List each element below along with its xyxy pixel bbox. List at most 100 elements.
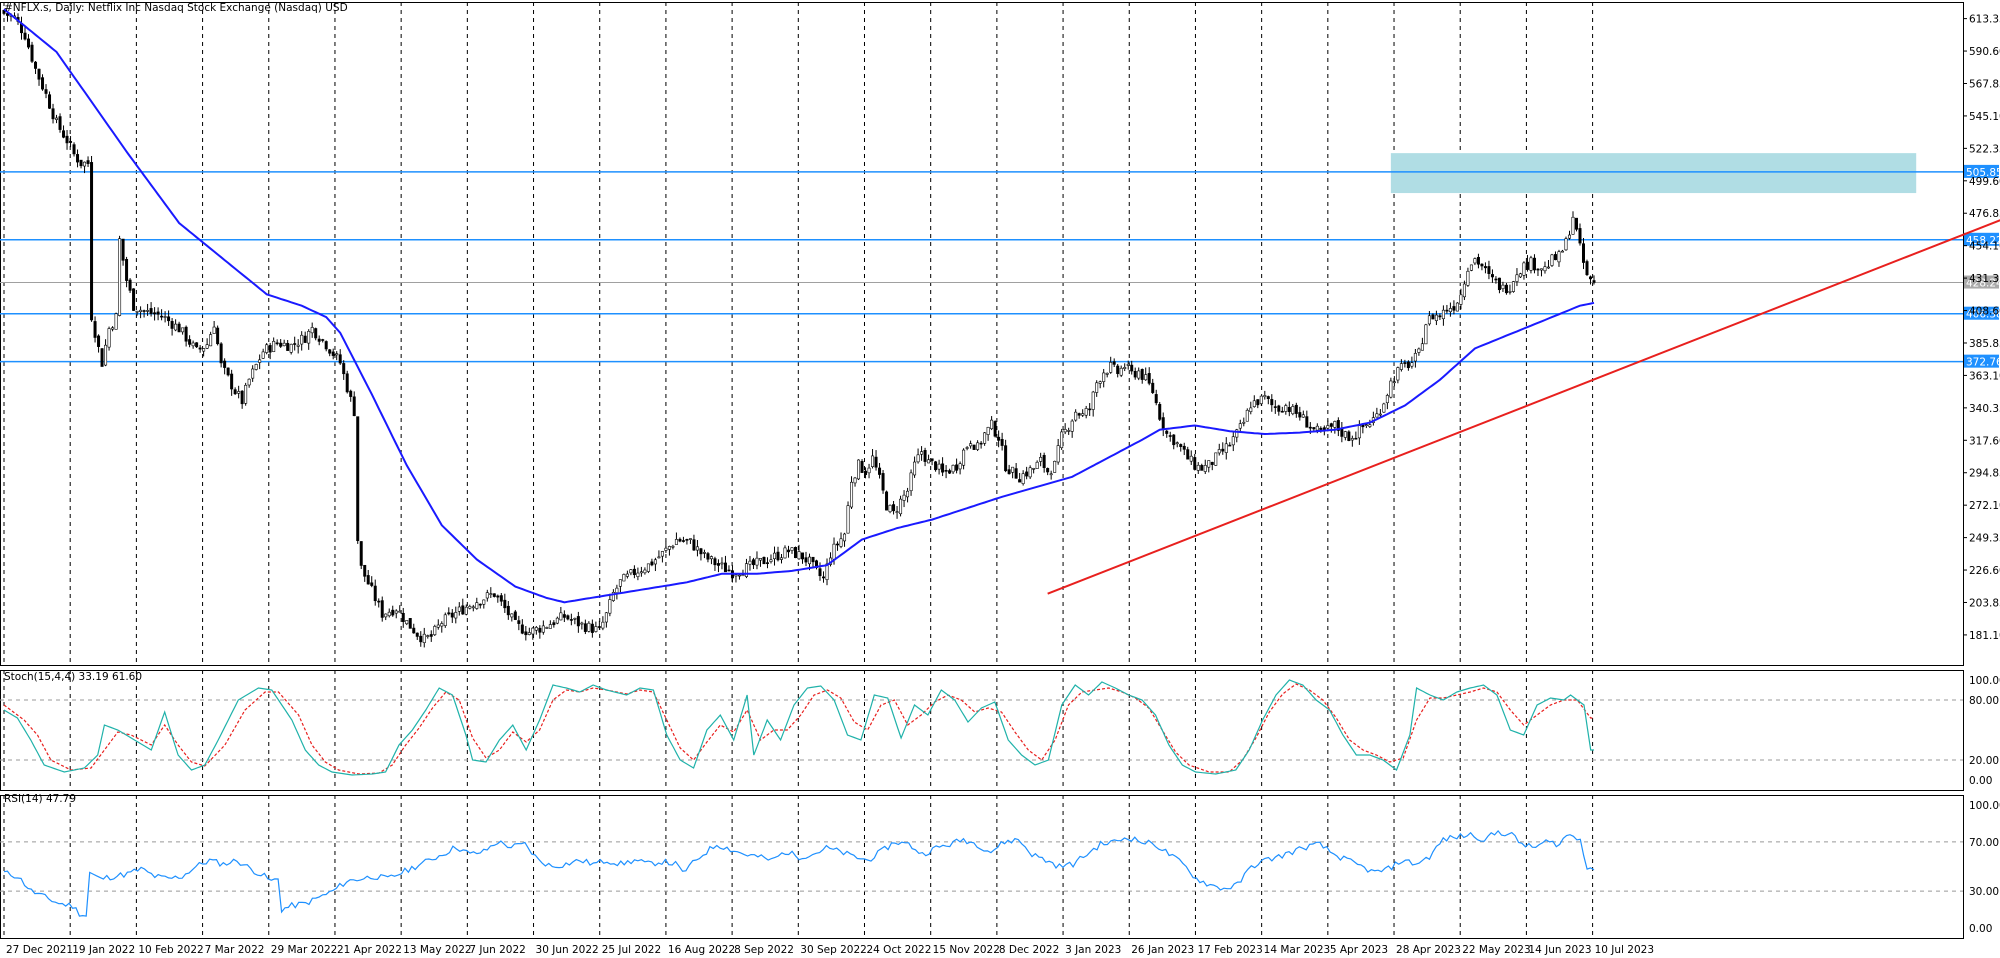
candle-body bbox=[720, 562, 724, 565]
stoch-tick-label: 0.00 bbox=[1969, 775, 1992, 787]
candle-body bbox=[436, 624, 440, 628]
rsi-tick-label: 0.00 bbox=[1969, 923, 1992, 935]
candle-body bbox=[864, 470, 868, 475]
candle-body bbox=[1105, 372, 1109, 375]
candle-body bbox=[1490, 274, 1494, 278]
candle-body bbox=[135, 310, 139, 313]
candle-body bbox=[181, 327, 185, 333]
candle-body bbox=[1368, 424, 1372, 427]
candle-body bbox=[79, 159, 83, 167]
candle-body bbox=[419, 635, 423, 643]
candle-body bbox=[937, 463, 941, 470]
candle-body bbox=[415, 632, 419, 637]
candle-body bbox=[1266, 396, 1270, 400]
candle-body bbox=[681, 540, 685, 542]
candle-body bbox=[836, 543, 840, 546]
x-tick-label: 22 May 2023 bbox=[1462, 944, 1530, 956]
level-tag-label: 505.85 bbox=[1966, 167, 2000, 179]
candle-body bbox=[1032, 468, 1036, 470]
candle-body bbox=[1263, 395, 1267, 398]
level-tag-label: 458.22 bbox=[1966, 235, 2000, 247]
candle-body bbox=[1221, 448, 1225, 452]
candle-body bbox=[811, 556, 815, 563]
candle-body bbox=[338, 354, 342, 364]
candle-body bbox=[517, 620, 521, 624]
candle-body bbox=[1452, 306, 1456, 311]
candle-body bbox=[646, 563, 650, 572]
candle-body bbox=[1347, 431, 1351, 441]
resistance-zone[interactable] bbox=[1390, 153, 1917, 194]
x-tick-label: 29 Mar 2022 bbox=[271, 944, 338, 956]
stochastic-panel bbox=[0, 679, 1963, 776]
candle-body bbox=[1382, 403, 1386, 413]
stoch-signal-line bbox=[3, 683, 1594, 775]
candle-body bbox=[1553, 254, 1557, 261]
y-tick-label: 431.35 bbox=[1969, 273, 2000, 285]
candle-body bbox=[822, 576, 826, 579]
level-tag-label: 372.76 bbox=[1966, 357, 2000, 369]
candle-body bbox=[90, 162, 94, 321]
stoch-tick-label: 80.00 bbox=[1969, 695, 1999, 707]
candle-body bbox=[1326, 425, 1330, 429]
level-tag bbox=[1964, 354, 1999, 368]
candle-body bbox=[892, 504, 896, 512]
candle-body bbox=[69, 141, 73, 143]
candle-body bbox=[216, 327, 220, 345]
candle-body bbox=[1431, 314, 1435, 320]
candle-body bbox=[1564, 238, 1568, 251]
candle-body bbox=[1238, 423, 1242, 429]
candle-body bbox=[839, 538, 843, 547]
candle-body bbox=[261, 351, 265, 359]
candle-body bbox=[902, 494, 906, 501]
candle-body bbox=[394, 610, 398, 614]
candle-body bbox=[776, 551, 780, 561]
candle-body bbox=[1217, 449, 1221, 454]
candle-body bbox=[1242, 421, 1246, 424]
candle-body bbox=[1144, 374, 1148, 381]
candle-body bbox=[34, 61, 38, 69]
candle-body bbox=[433, 626, 437, 636]
y-tick-label: 590.60 bbox=[1969, 46, 2000, 58]
candle-body bbox=[1455, 302, 1459, 312]
candle-body bbox=[1445, 309, 1449, 312]
candle-body bbox=[769, 559, 773, 562]
candle-body bbox=[934, 461, 938, 471]
trendline-line[interactable] bbox=[1047, 219, 2000, 595]
candle-body bbox=[118, 238, 122, 316]
candle-body bbox=[797, 551, 801, 560]
candle-body bbox=[923, 450, 927, 462]
candle-body bbox=[692, 539, 696, 551]
horizontal-levels[interactable]: 505.85 458.22 406.38 372.76 428.24 bbox=[0, 164, 2000, 369]
candle-body bbox=[1557, 251, 1561, 263]
candle-body bbox=[1441, 309, 1445, 320]
trendline[interactable] bbox=[1047, 219, 2000, 595]
candle-body bbox=[1357, 425, 1361, 439]
candle-body bbox=[906, 490, 910, 498]
candle-body bbox=[65, 135, 69, 144]
candle-body bbox=[1501, 284, 1505, 290]
price-axis[interactable]: 613.35 590.60 567.85 545.10 522.35 499.60 476.… bbox=[1963, 14, 2000, 935]
candle-body bbox=[450, 612, 454, 618]
candle-body bbox=[1413, 353, 1417, 362]
candle-body bbox=[660, 551, 664, 557]
candle-body bbox=[573, 617, 577, 620]
candle-body bbox=[916, 454, 920, 463]
candle-body bbox=[808, 556, 812, 565]
candle-body bbox=[1252, 400, 1256, 407]
candle-body bbox=[1473, 258, 1477, 264]
candle-body bbox=[727, 569, 731, 572]
candle-body bbox=[223, 360, 227, 368]
candle-body bbox=[569, 619, 573, 621]
candle-body bbox=[128, 279, 132, 291]
candle-body bbox=[1522, 262, 1526, 276]
candle-body bbox=[1571, 216, 1575, 235]
candle-body bbox=[240, 390, 244, 405]
candle-body bbox=[874, 456, 878, 468]
candle-body bbox=[398, 610, 402, 613]
candle-body bbox=[699, 548, 703, 555]
zone-rect[interactable] bbox=[1390, 153, 1917, 194]
time-axis[interactable]: 27 Dec 2021 19 Jan 2022 10 Feb 2022 7 Mar 2… bbox=[6, 944, 1654, 956]
candle-body bbox=[552, 622, 556, 626]
y-tick-label: 567.85 bbox=[1969, 78, 2000, 90]
